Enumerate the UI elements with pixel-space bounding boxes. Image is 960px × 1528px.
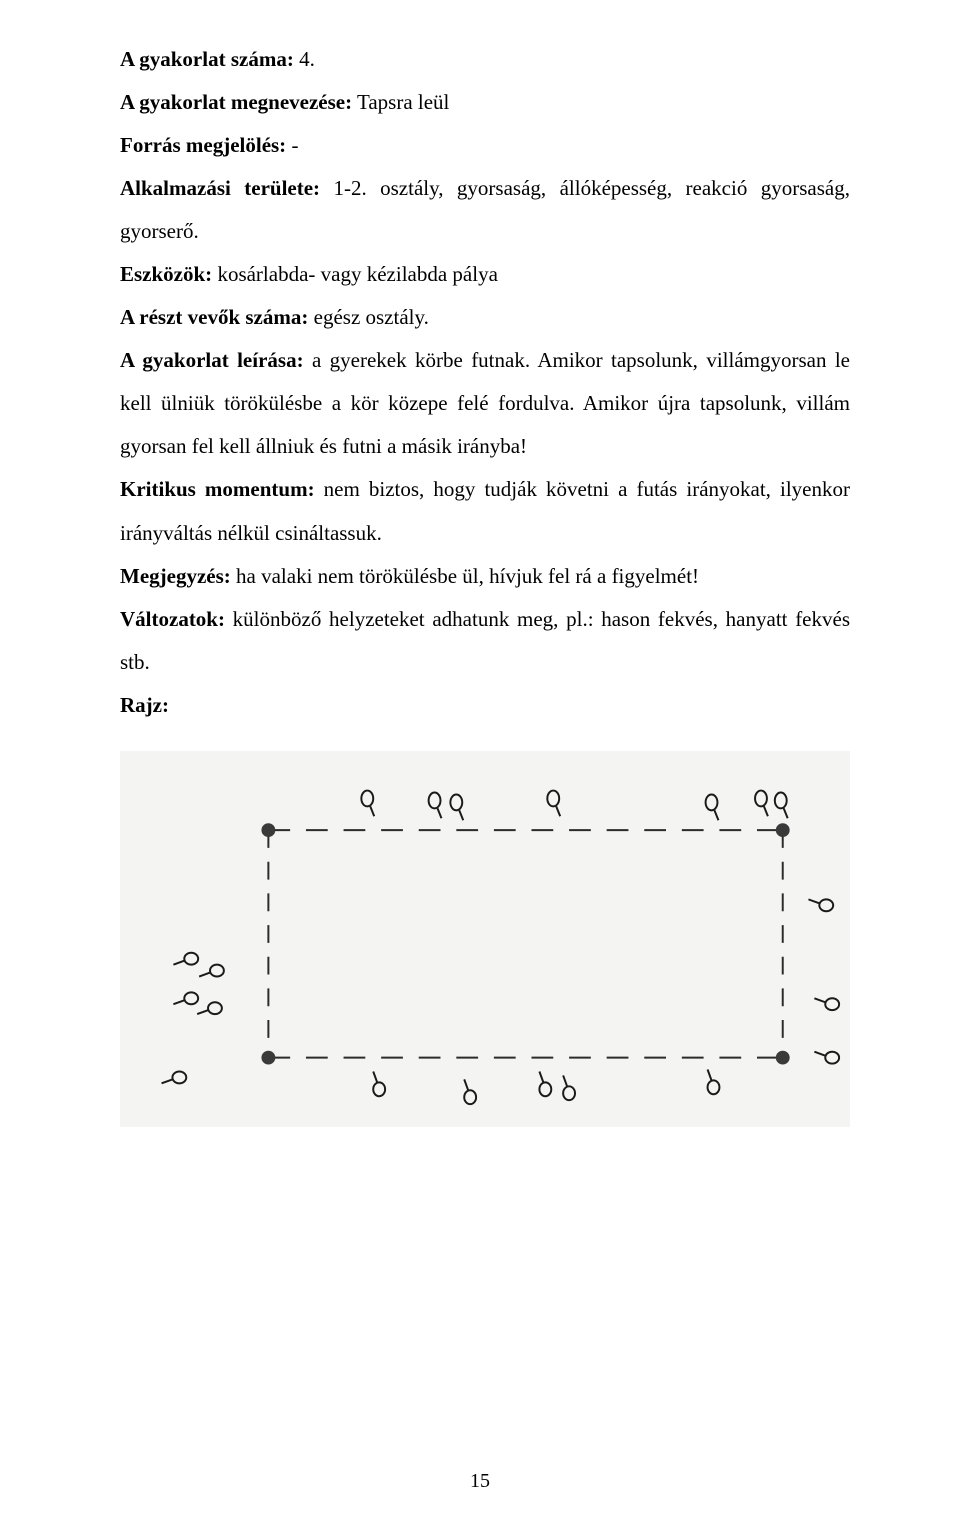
document-page: A gyakorlat száma: 4. A gyakorlat megnev… bbox=[0, 0, 960, 1528]
exercise-number: A gyakorlat száma: 4. bbox=[120, 38, 850, 81]
label-note: Megjegyzés: bbox=[120, 564, 231, 588]
exercise-name: A gyakorlat megnevezése: Tapsra leül bbox=[120, 81, 850, 124]
label-variants: Változatok: bbox=[120, 607, 225, 631]
label-number: A gyakorlat száma: bbox=[120, 47, 294, 71]
label-application: Alkalmazási területe: bbox=[120, 176, 320, 200]
value-source: - bbox=[286, 133, 298, 157]
label-equipment: Eszközök: bbox=[120, 262, 212, 286]
label-drawing: Rajz: bbox=[120, 693, 169, 717]
source: Forrás megjelölés: - bbox=[120, 124, 850, 167]
label-name: A gyakorlat megnevezése: bbox=[120, 90, 352, 114]
label-critical: Kritikus momentum: bbox=[120, 477, 315, 501]
description: A gyakorlat leírása: a gyerekek körbe fu… bbox=[120, 339, 850, 468]
label-source: Forrás megjelölés: bbox=[120, 133, 286, 157]
participants: A részt vevők száma: egész osztály. bbox=[120, 296, 850, 339]
value-number: 4. bbox=[294, 47, 315, 71]
value-equipment: kosárlabda- vagy kézilabda pálya bbox=[212, 262, 498, 286]
page-number: 15 bbox=[0, 1461, 960, 1502]
value-participants: egész osztály. bbox=[308, 305, 429, 329]
value-name: Tapsra leül bbox=[352, 90, 449, 114]
note: Megjegyzés: ha valaki nem törökülésbe ül… bbox=[120, 555, 850, 598]
critical-moment: Kritikus momentum: nem biztos, hogy tudj… bbox=[120, 468, 850, 554]
value-note: ha valaki nem törökülésbe ül, hívjuk fel… bbox=[231, 564, 699, 588]
value-variants: különböző helyzeteket adhatunk meg, pl.:… bbox=[120, 607, 850, 674]
drawing-svg bbox=[120, 751, 850, 1127]
equipment: Eszközök: kosárlabda- vagy kézilabda pál… bbox=[120, 253, 850, 296]
application-area: Alkalmazási területe: 1-2. osztály, gyor… bbox=[120, 167, 850, 253]
label-description: A gyakorlat leírása: bbox=[120, 348, 304, 372]
variants: Változatok: különböző helyzeteket adhatu… bbox=[120, 598, 850, 684]
exercise-drawing bbox=[120, 751, 850, 1127]
label-participants: A részt vevők száma: bbox=[120, 305, 308, 329]
drawing-label: Rajz: bbox=[120, 684, 850, 727]
